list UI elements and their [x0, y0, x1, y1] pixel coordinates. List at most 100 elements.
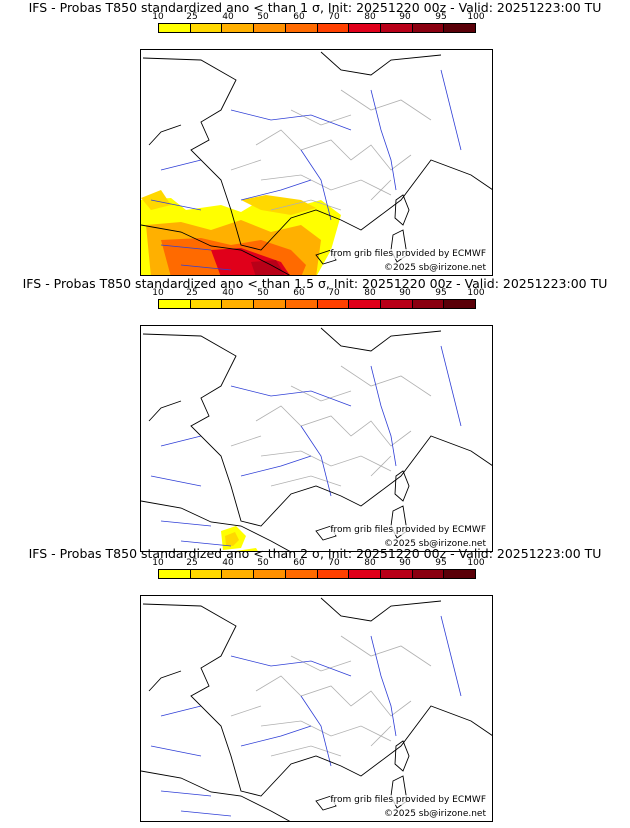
- coastline-west: [148, 124, 182, 146]
- colorbar-swatch: [159, 300, 191, 308]
- colorbar-swatch: [222, 300, 255, 308]
- colorbar-swatch: [380, 24, 413, 32]
- probability-area: [141, 190, 171, 210]
- map-frame: from grib files provided by ECMWF ©2025 …: [140, 595, 493, 822]
- probability-area: [225, 532, 239, 546]
- probability-area: [236, 548, 258, 551]
- copyright-credit: ©2025 sb@irizone.net: [384, 809, 486, 819]
- colorbar-tick-label: 50: [257, 558, 269, 568]
- colorbar-swatch: [222, 24, 255, 32]
- colorbar-tick-label: 90: [399, 558, 411, 568]
- mallorca-island: [315, 525, 337, 541]
- colorbar-swatch: [349, 24, 381, 32]
- rivers-layer: [150, 615, 462, 817]
- colorbar-swatch: [285, 300, 318, 308]
- france-map: [141, 326, 492, 551]
- colorbar-swatch: [444, 300, 476, 308]
- colorbar-labels: 10 25 40 50 60 70 80 90 95 100: [152, 288, 484, 299]
- colorbar-swatch: [349, 300, 381, 308]
- colorbar-tick-label: 95: [435, 288, 447, 298]
- map-frame: from grib files provided by ECMWF ©2025 …: [140, 325, 493, 552]
- colorbar-swatch: [190, 24, 223, 32]
- colorbar-tick-label: 10: [152, 288, 164, 298]
- borders-layer: [230, 635, 432, 757]
- colorbar-tick-label: 10: [152, 12, 164, 22]
- coastline: [142, 57, 492, 251]
- colorbar-tick-label: 50: [257, 12, 269, 22]
- probability-area: [251, 260, 285, 275]
- forecast-panel: IFS - Probas T850 standardized ano < tha…: [0, 0, 630, 276]
- colorbar-tick-label: 80: [364, 288, 376, 298]
- colorbar-tick-label: 40: [222, 558, 234, 568]
- copyright-credit: ©2025 sb@irizone.net: [384, 539, 486, 549]
- spain-coast: [141, 770, 291, 821]
- colorbar-tick-label: 95: [435, 12, 447, 22]
- colorbar-tick-label: 25: [186, 558, 198, 568]
- corsica-island: [394, 740, 410, 772]
- probability-area: [241, 195, 316, 215]
- forecast-panel: IFS - Probas T850 standardized ano < tha…: [0, 546, 630, 822]
- colorbar-swatch: [190, 300, 223, 308]
- colorbar-swatch: [190, 570, 223, 578]
- colorbar-tick-label: 80: [364, 12, 376, 22]
- source-credit: from grib files provided by ECMWF: [330, 795, 486, 805]
- colorbar-tick-label: 60: [293, 288, 305, 298]
- colorbar: [158, 23, 476, 33]
- colorbar-swatch: [254, 24, 286, 32]
- borders-layer: [230, 89, 432, 211]
- colorbar-tick-label: 60: [293, 12, 305, 22]
- colorbar-tick-label: 100: [467, 288, 485, 298]
- panel-title: IFS - Probas T850 standardized ano < tha…: [28, 0, 602, 15]
- colorbar-swatch: [380, 300, 413, 308]
- forecast-panel: IFS - Probas T850 standardized ano < tha…: [0, 276, 630, 552]
- coastline-north: [320, 51, 442, 76]
- colorbar-tick-label: 10: [152, 558, 164, 568]
- corsica-island: [394, 194, 410, 226]
- colorbar-tick-label: 70: [328, 12, 340, 22]
- colorbar-swatch: [317, 570, 350, 578]
- corsica-island: [394, 470, 410, 502]
- coastline: [142, 603, 492, 797]
- colorbar-swatch: [285, 570, 318, 578]
- spain-coast: [141, 500, 291, 551]
- borders-layer: [230, 365, 432, 487]
- colorbar: [158, 299, 476, 309]
- mallorca-island: [315, 795, 337, 811]
- colorbar-swatch: [349, 570, 381, 578]
- colorbar-swatch: [159, 24, 191, 32]
- mallorca-island: [315, 249, 337, 265]
- colorbar-swatch: [317, 24, 350, 32]
- spain-coast: [141, 224, 291, 275]
- rivers-layer: [150, 69, 462, 271]
- colorbar-swatch: [317, 300, 350, 308]
- colorbar-tick-label: 90: [399, 288, 411, 298]
- panel-title: IFS - Probas T850 standardized ano < tha…: [28, 546, 602, 561]
- colorbar-tick-label: 40: [222, 288, 234, 298]
- colorbar-swatch: [254, 570, 286, 578]
- copyright-credit: ©2025 sb@irizone.net: [384, 263, 486, 273]
- colorbar-tick-label: 70: [328, 288, 340, 298]
- colorbar-swatch: [412, 300, 445, 308]
- map-frame: from grib files provided by ECMWF ©2025 …: [140, 49, 493, 276]
- colorbar-tick-label: 80: [364, 558, 376, 568]
- coastline-north: [320, 327, 442, 352]
- france-map: [141, 596, 492, 821]
- coastline-north: [320, 597, 442, 622]
- coastline-west: [148, 400, 182, 422]
- colorbar-swatch: [412, 570, 445, 578]
- colorbar-swatch: [380, 570, 413, 578]
- coastline-west: [148, 670, 182, 692]
- colorbar-tick-label: 25: [186, 288, 198, 298]
- colorbar-tick-label: 90: [399, 12, 411, 22]
- colorbar-tick-label: 50: [257, 288, 269, 298]
- coastline: [142, 333, 492, 527]
- france-map: [141, 50, 492, 275]
- colorbar-tick-label: 40: [222, 12, 234, 22]
- rivers-layer: [150, 345, 462, 547]
- source-credit: from grib files provided by ECMWF: [330, 525, 486, 535]
- colorbar-swatch: [222, 570, 255, 578]
- colorbar-swatch: [159, 570, 191, 578]
- colorbar-swatch: [444, 24, 476, 32]
- colorbar-swatch: [444, 570, 476, 578]
- colorbar-swatch: [254, 300, 286, 308]
